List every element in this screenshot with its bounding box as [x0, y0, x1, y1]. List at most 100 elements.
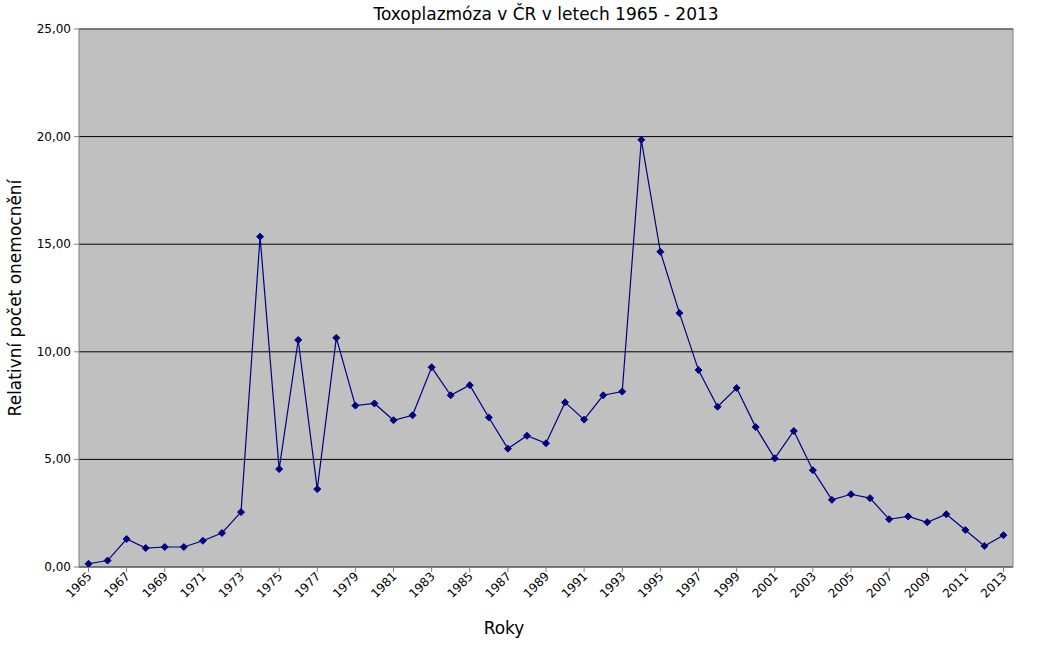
y-label: Relativní počet onemocnění — [5, 178, 25, 416]
y-tick — [74, 29, 79, 30]
y-tick — [74, 459, 79, 460]
marker — [352, 402, 359, 409]
marker — [238, 509, 245, 516]
x-tick — [126, 567, 127, 572]
marker — [428, 364, 435, 371]
marker — [104, 557, 111, 564]
marker — [562, 399, 569, 406]
x-tick — [1003, 567, 1004, 572]
x-label: Roky — [484, 618, 525, 638]
y-tick-label: 20,00 — [37, 130, 71, 144]
marker — [867, 495, 874, 502]
marker — [257, 233, 264, 240]
marker — [161, 543, 168, 550]
y-tick-label: 10,00 — [37, 345, 71, 359]
x-tick — [202, 567, 203, 572]
x-tick — [507, 567, 508, 572]
x-tick — [622, 567, 623, 572]
marker — [886, 516, 893, 523]
x-tick-label: 1981 — [368, 569, 399, 600]
x-tick-label: 1991 — [559, 569, 590, 600]
x-tick-label: 1971 — [178, 569, 209, 600]
x-tick — [279, 567, 280, 572]
marker — [295, 336, 302, 343]
x-tick-label: 2007 — [864, 569, 895, 600]
marker — [981, 542, 988, 549]
x-tick — [546, 567, 547, 572]
marker — [771, 455, 778, 462]
grid-line — [79, 351, 1013, 352]
marker — [695, 367, 702, 374]
marker — [504, 445, 511, 452]
x-tick — [927, 567, 928, 572]
marker — [123, 536, 130, 543]
marker — [409, 412, 416, 419]
x-tick-label: 1983 — [406, 569, 437, 600]
marker — [809, 467, 816, 474]
marker — [142, 545, 149, 552]
marker — [1000, 532, 1007, 539]
y-tick-label: 15,00 — [37, 237, 71, 251]
x-tick-label: 2009 — [902, 569, 933, 600]
marker — [314, 486, 321, 493]
marker — [543, 440, 550, 447]
grid-line — [79, 459, 1013, 460]
x-tick — [736, 567, 737, 572]
x-tick — [431, 567, 432, 572]
marker — [600, 392, 607, 399]
x-tick — [393, 567, 394, 572]
marker — [943, 511, 950, 518]
grid-line — [79, 244, 1013, 245]
x-tick-label: 1989 — [521, 569, 552, 600]
plot-frame — [79, 29, 1013, 567]
x-tick — [889, 567, 890, 572]
x-tick-label: 1987 — [482, 569, 513, 600]
y-tick-label: 0,00 — [44, 560, 71, 574]
y-tick — [74, 567, 79, 568]
x-tick — [850, 567, 851, 572]
x-tick — [469, 567, 470, 572]
marker — [790, 427, 797, 434]
marker — [199, 537, 206, 544]
x-tick — [317, 567, 318, 572]
x-tick — [88, 567, 89, 572]
plot-area — [79, 29, 1013, 567]
grid-line — [79, 136, 1013, 137]
y-tick-label: 25,00 — [37, 22, 71, 36]
x-tick-label: 1993 — [597, 569, 628, 600]
y-tick — [74, 351, 79, 352]
marker — [390, 417, 397, 424]
marker — [581, 416, 588, 423]
x-tick-label: 1999 — [711, 569, 742, 600]
x-tick-label: 1969 — [139, 569, 170, 600]
marker — [447, 392, 454, 399]
series-line — [89, 140, 1004, 564]
x-tick — [584, 567, 585, 572]
marker — [85, 560, 92, 567]
x-tick-label: 2013 — [978, 569, 1009, 600]
x-tick-label: 2001 — [749, 569, 780, 600]
y-tick — [74, 244, 79, 245]
x-tick-label: 1973 — [216, 569, 247, 600]
marker — [676, 310, 683, 317]
x-tick-label: 1995 — [635, 569, 666, 600]
x-tick — [660, 567, 661, 572]
chart: 0,005,0010,0015,0020,0025,00196519671969… — [0, 0, 1045, 646]
marker — [333, 334, 340, 341]
marker — [714, 403, 721, 410]
marker — [752, 424, 759, 431]
x-tick-label: 1979 — [330, 569, 361, 600]
marker — [905, 513, 912, 520]
marker — [638, 136, 645, 143]
y-tick-label: 5,00 — [44, 452, 71, 466]
title: Toxoplazmóza v ČR v letech 1965 - 2013 — [372, 3, 718, 24]
marker — [733, 384, 740, 391]
x-tick-label: 1965 — [63, 569, 94, 600]
x-tick — [241, 567, 242, 572]
x-tick — [698, 567, 699, 572]
marker — [828, 496, 835, 503]
x-tick-label: 1985 — [444, 569, 475, 600]
series-group — [85, 136, 1007, 567]
marker — [962, 526, 969, 533]
marker — [180, 543, 187, 550]
